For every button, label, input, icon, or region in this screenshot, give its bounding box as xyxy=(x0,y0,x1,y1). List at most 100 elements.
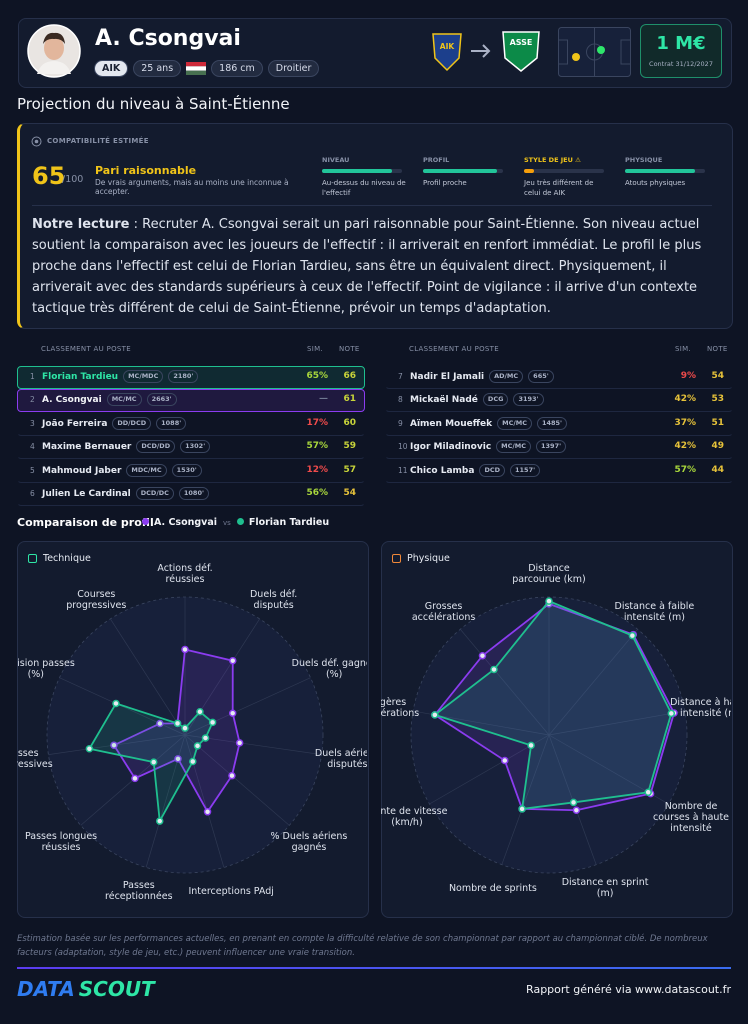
criterion-name: NIVEAU xyxy=(322,156,350,164)
logo-b: SCOUT xyxy=(78,977,155,1001)
row-sim: — xyxy=(319,394,328,405)
radar-axis-label: Actions déf. réussies xyxy=(157,563,212,585)
criterion-bar xyxy=(322,169,393,173)
radar-spoke xyxy=(548,710,685,736)
radar-area xyxy=(432,600,673,810)
row-sim: 12% xyxy=(306,464,328,475)
foot-chip: Droitier xyxy=(267,60,320,77)
axis-label: Interceptions PAdj xyxy=(188,885,274,897)
radar-axis-label: Distance à haute intensité (m) xyxy=(670,697,731,719)
row-player: Igor Miladinovic MC/MC 1397' xyxy=(410,440,567,454)
row-rank: 7 xyxy=(398,372,403,381)
radar-point xyxy=(501,756,509,765)
player-name: Igor Miladinovic xyxy=(410,442,492,453)
player-name: Mickaël Nadé xyxy=(410,395,478,406)
row-note: 54 xyxy=(711,371,724,381)
axis-label: Courses progressives xyxy=(66,588,127,611)
row-player: Florian Tardieu MC/MDC 2180' xyxy=(42,370,199,383)
radar-point xyxy=(235,739,244,747)
criterion-name: PROFIL xyxy=(423,156,450,164)
axis-label: Nombre de sprints xyxy=(448,882,537,894)
criterion-name: PHYSIQUE xyxy=(625,156,663,164)
radar-spoke xyxy=(548,629,638,736)
position-tag: MC/MC xyxy=(497,416,532,430)
axis-label: Passes réceptionnées xyxy=(105,880,173,903)
radar-point xyxy=(181,724,189,732)
minutes-tag: 1530' xyxy=(171,463,202,477)
table-row: 9 Aïmen Moueffek MC/MC 1485' 37% 51 xyxy=(385,413,733,436)
radar-axis-label: Duels aériens disputés xyxy=(315,748,367,770)
criterion-bar xyxy=(625,169,696,173)
row-rank: 11 xyxy=(398,465,408,475)
row-sim: 42% xyxy=(674,441,696,452)
comparison-title: Comparaison de profil xyxy=(17,516,154,529)
table-row: 5 Mahmoud Jaber MDC/MC 1530' 12% 57 xyxy=(17,460,365,483)
player-name: Chico Lamba xyxy=(410,465,475,476)
row-rank: 8 xyxy=(398,395,403,405)
row-player: Nadir El Jamali AD/MC 665' xyxy=(410,370,554,383)
radar-icon xyxy=(28,554,37,563)
criterion-text: Au-dessus du niveau de l'effectif xyxy=(322,179,406,197)
table-row: 6 Julien Le Cardinal DCD/DC 1080' 56% 54 xyxy=(17,483,365,506)
row-note: 61 xyxy=(343,394,356,405)
table-header: SIM. xyxy=(675,345,691,353)
reading-lead: Notre lecture xyxy=(32,217,130,232)
row-note: 59 xyxy=(343,441,356,452)
radar-axis-label: Pointe de vitesse (km/h) xyxy=(381,806,447,828)
player-name: João Ferreira xyxy=(42,418,108,429)
row-sim: 57% xyxy=(674,464,696,475)
radar-point xyxy=(155,817,164,825)
radar-point xyxy=(201,734,210,742)
radar-axis-label: Distance parcourue (km) xyxy=(512,563,586,585)
radar-axis-label: % Duels aériens gagnés xyxy=(270,831,348,854)
logo: DATA SCOUT xyxy=(17,977,155,1001)
axis-label: % Duels aériens gagnés xyxy=(270,831,348,854)
row-note: 57 xyxy=(343,464,356,475)
row-player: Mahmoud Jaber MDC/MC 1530' xyxy=(42,463,202,477)
row-note: 49 xyxy=(711,441,724,452)
minutes-tag: 1088' xyxy=(156,416,187,430)
axis-label: Grosses accélérations xyxy=(411,600,476,623)
table-header: CLASSEMENT AU POSTE xyxy=(409,345,499,353)
row-note: 44 xyxy=(711,464,724,475)
radar-point xyxy=(667,709,676,718)
minutes-tag: 1157' xyxy=(510,463,541,477)
radar-spoke xyxy=(184,734,225,868)
radar-axis-label: Grosses accélérations xyxy=(411,600,476,623)
height-chip: 186 cm xyxy=(211,60,263,77)
radar-point xyxy=(228,771,236,780)
radar-axis-label: Précision passes (%) xyxy=(17,658,75,680)
position-tag: DCD/DC xyxy=(135,487,174,500)
radar-point xyxy=(490,665,498,674)
minutes-tag: 3193' xyxy=(513,393,544,407)
row-rank: 4 xyxy=(30,442,35,452)
radar-title: Technique xyxy=(43,553,91,564)
player-name: Mahmoud Jaber xyxy=(42,465,122,476)
row-player: Julien Le Cardinal DCD/DC 1080' xyxy=(42,487,209,500)
table-row: 1 Florian Tardieu MC/MDC 2180' 65% 66 xyxy=(17,366,365,389)
club-chip: AIK xyxy=(94,60,129,77)
separator xyxy=(32,205,712,206)
contract: Contrat 31/12/2027 xyxy=(649,60,713,68)
row-note: 54 xyxy=(343,488,356,498)
radar-title: Physique xyxy=(407,553,450,564)
chips: AIK 25 ans 186 cm Droitier xyxy=(94,58,324,77)
minutes-tag: 2180' xyxy=(168,370,199,383)
legend-vs: vs xyxy=(223,519,231,527)
legend-swatch xyxy=(142,518,149,525)
radar-axis-label: Passes longues réussies xyxy=(25,831,97,853)
radar-point xyxy=(545,597,553,605)
criterion-text: Atouts physiques xyxy=(625,179,686,187)
radar-point xyxy=(156,719,164,728)
position-tag: DD/DCD xyxy=(112,416,152,430)
table-row: 2 A. Csongvai MC/MC 2663' — 61 xyxy=(17,389,365,413)
from-logo: AIK xyxy=(439,42,455,51)
row-rank: 9 xyxy=(398,418,403,428)
market-value: 1 M€ xyxy=(656,33,706,54)
row-rank: 6 xyxy=(30,489,35,498)
radar-chart: Actions déf. réussies Duels déf. disputés… xyxy=(17,563,367,903)
table-header: CLASSEMENT AU POSTE xyxy=(41,345,131,353)
minutes-tag: 1080' xyxy=(178,487,209,500)
player-name: Aïmen Moueffek xyxy=(410,418,493,429)
table-row: 10 Igor Miladinovic MC/MC 1397' 42% 49 xyxy=(385,436,733,460)
